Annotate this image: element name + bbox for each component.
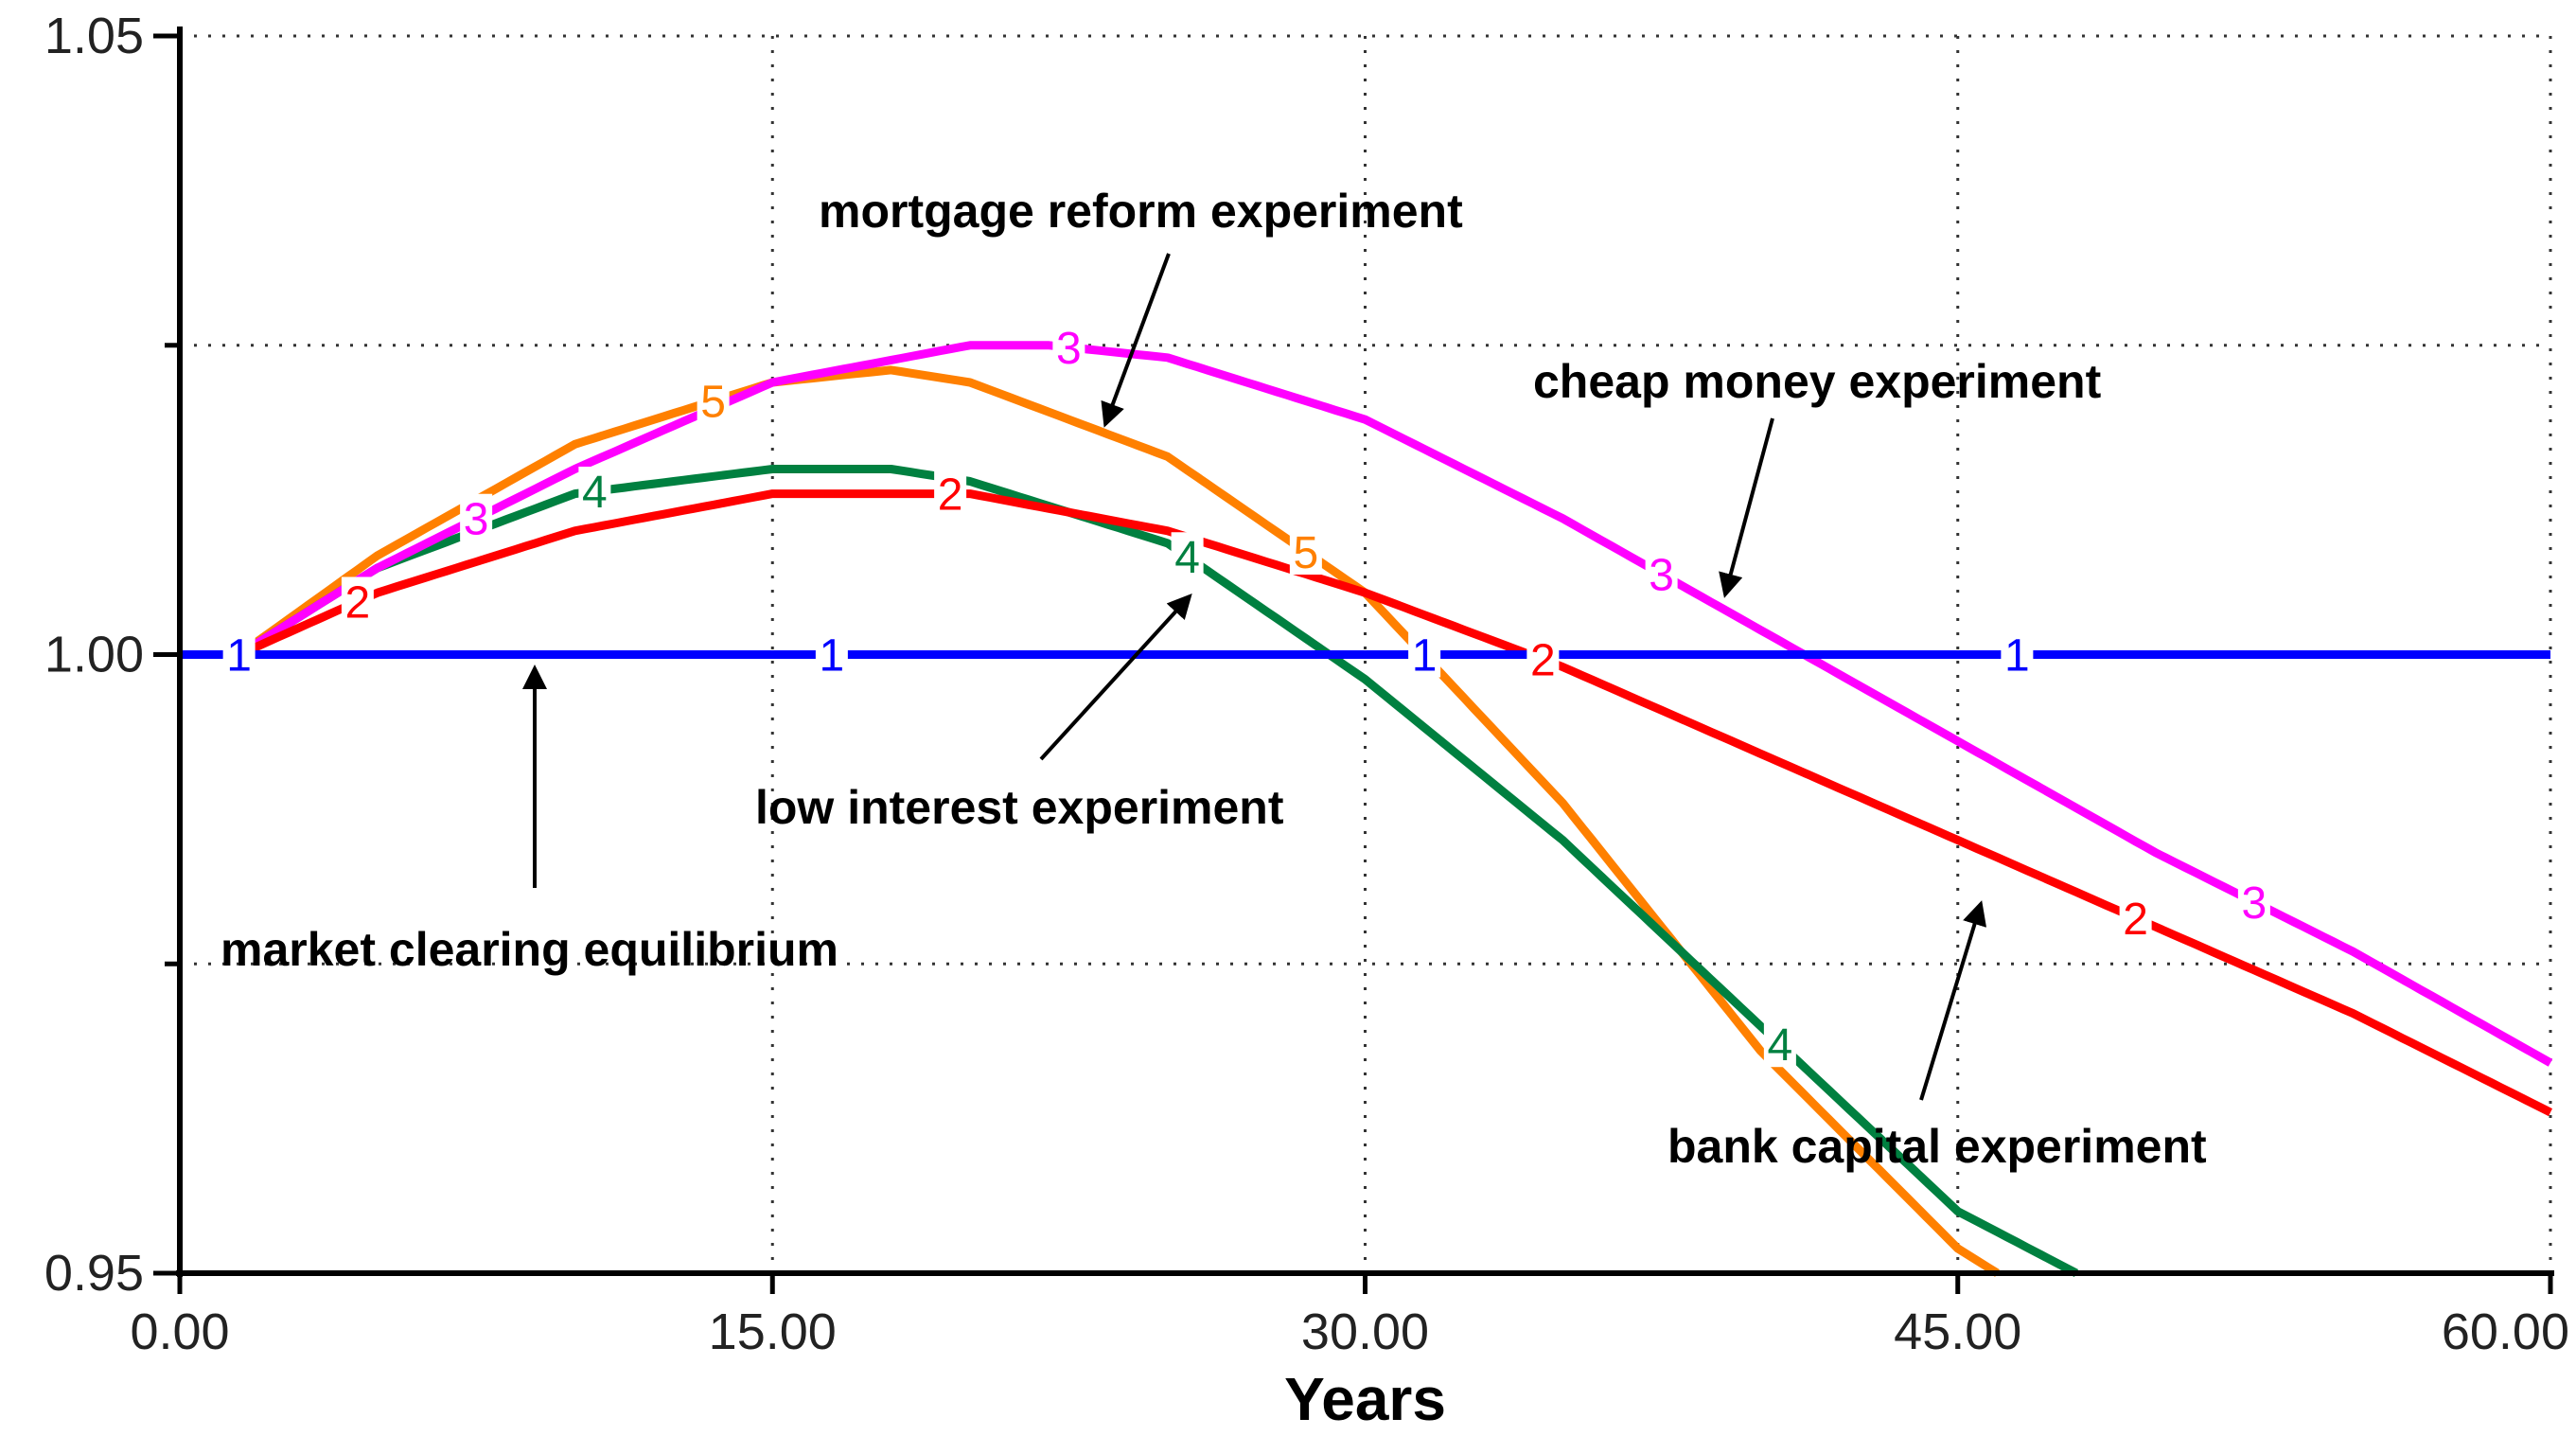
series-marker-bg [1289,527,1322,576]
series-marker-2: 2 [938,470,963,521]
series-marker-3: 3 [1649,551,1674,601]
x-tick-label: 60.00 [2442,1303,2569,1360]
annotation-label: cheap money experiment [1533,355,2102,408]
x-tick-label: 15.00 [709,1303,837,1360]
series-marker-bg [2001,629,2034,678]
series-marker-1: 1 [820,631,845,682]
annotation-arrow [1919,900,1987,1101]
series-marker-bg [1408,629,1441,678]
y-tick-label: 1.00 [44,627,144,683]
series-marker-bg [934,469,967,517]
series-marker-bg [2237,877,2270,925]
series-marker-4: 4 [1768,1020,1793,1071]
series-line-4 [180,465,2079,1277]
series-marker-2: 2 [1530,636,1556,686]
y-tick-label: 0.95 [44,1245,144,1302]
series-marker-bg [815,629,848,678]
series-lines [180,341,2553,1277]
series-marker-3: 3 [2242,878,2267,929]
series-marker-bg [1052,322,1085,370]
series-marker-5: 5 [1294,528,1319,578]
series-marker-bg [222,629,256,678]
series-markers: 1 1 1 1 2 2 2 2 3 3 3 3 4 4 4 5 5 [222,322,2270,1071]
axes: 0.00 15.00 30.00 45.00 60.00 0.95 1.00 1.05 Year… [44,8,2569,1433]
x-axis-title: Years [1284,1365,1446,1433]
series-marker-1: 1 [226,631,252,682]
x-tick-label: 0.00 [130,1303,229,1360]
annotation-arrow [1039,594,1192,761]
series-marker-bg [2119,893,2152,941]
series-marker-bg [1171,532,1204,580]
series-marker-4: 4 [582,468,608,518]
annotation-label: mortgage reform experiment [819,185,1463,238]
annotation-arrow [1101,253,1171,428]
series-marker-5: 5 [700,378,726,428]
annotation-label: market clearing equilibrium [221,923,838,976]
series-line-3 [180,341,2553,1067]
series-marker-bg [578,466,611,514]
annotations: mortgage reform experiment cheap money ex… [221,185,2207,1173]
series-marker-2: 2 [2123,895,2148,945]
series-marker-bg [1763,1019,1796,1068]
series-marker-bg [697,376,730,424]
series-marker-3: 3 [464,495,489,545]
series-marker-bg [341,576,374,625]
y-tick-label: 1.05 [44,8,144,64]
annotation-label: bank capital experiment [1667,1120,2207,1173]
series-marker-1: 1 [2004,631,2030,682]
x-tick-label: 30.00 [1301,1303,1429,1360]
series-marker-4: 4 [1174,533,1200,583]
series-marker-1: 1 [1412,631,1438,682]
series-marker-3: 3 [1056,324,1082,374]
series-marker-2: 2 [345,577,371,628]
series-marker-bg [1645,549,1678,597]
series-line-2 [180,489,2553,1117]
series-marker-bg [460,493,493,541]
annotation-arrow [1719,417,1774,598]
series-marker-bg [1526,634,1560,683]
x-tick-label: 45.00 [1894,1303,2021,1360]
annotation-label: low interest experiment [755,781,1284,834]
